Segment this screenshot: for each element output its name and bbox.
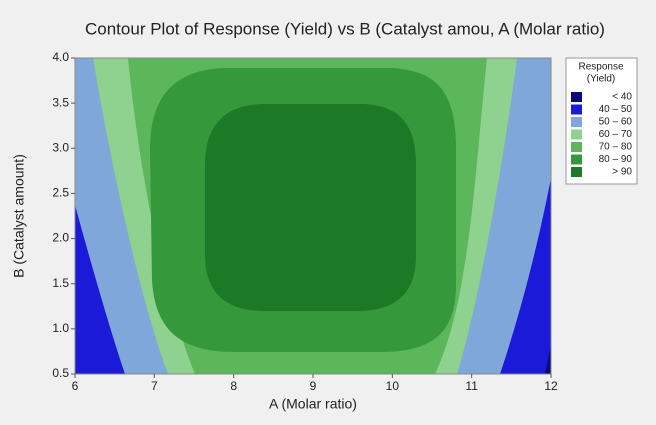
chart-title: Contour Plot of Response (Yield) vs B (C… — [85, 19, 605, 38]
x-tick-label: 11 — [465, 379, 478, 393]
contour-band — [75, 205, 125, 374]
legend-swatch — [571, 104, 582, 115]
y-tick-label: 2.5 — [52, 186, 69, 200]
x-tick-label: 6 — [72, 379, 79, 393]
x-tick-label: 9 — [310, 379, 317, 393]
contour-band — [205, 104, 416, 311]
legend-label: 70 – 80 — [599, 142, 633, 153]
x-tick-label: 12 — [544, 379, 558, 393]
contour-band — [500, 178, 551, 374]
y-tick-label: 4.0 — [52, 50, 69, 64]
x-axis-label: A (Molar ratio) — [269, 396, 357, 412]
legend-label: 60 – 70 — [599, 129, 633, 140]
legend-title: Response — [578, 62, 623, 73]
y-tick-label: 0.5 — [52, 366, 69, 380]
contour-band — [545, 345, 551, 374]
y-tick-label: 3.5 — [52, 95, 69, 109]
legend-swatch — [571, 129, 582, 140]
legend-swatch — [571, 154, 582, 165]
legend-label: 80 – 90 — [599, 154, 633, 165]
x-tick-label: 10 — [386, 379, 400, 393]
x-tick-label: 7 — [151, 379, 158, 393]
legend-title: (Yield) — [587, 74, 616, 85]
y-tick-label: 3.0 — [52, 140, 69, 154]
y-tick-label: 1.5 — [52, 276, 69, 290]
legend-swatch — [571, 167, 582, 177]
legend-label: < 40 — [612, 92, 632, 103]
y-axis-label: B (Catalyst amount) — [11, 154, 27, 278]
y-tick-label: 1.0 — [52, 321, 69, 335]
legend-swatch — [571, 117, 582, 127]
x-tick-label: 8 — [230, 379, 237, 393]
legend-swatch — [571, 92, 582, 102]
legend-label: 50 – 60 — [599, 117, 633, 128]
legend-swatch — [571, 142, 582, 152]
legend-label: 40 – 50 — [599, 104, 633, 115]
y-tick-label: 2.0 — [52, 231, 69, 245]
legend-label: > 90 — [612, 167, 632, 178]
